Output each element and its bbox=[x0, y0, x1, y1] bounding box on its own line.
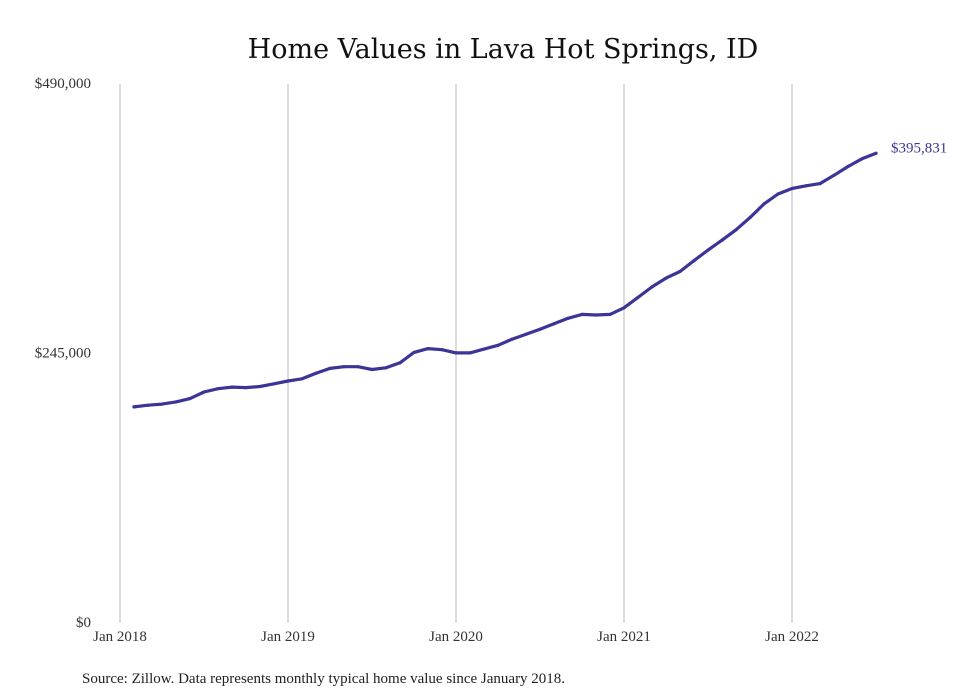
data-point-2020-12 bbox=[608, 312, 612, 316]
data-point-2019-04 bbox=[328, 366, 332, 370]
x-tick-label-0: Jan 2018 bbox=[93, 629, 147, 645]
data-point-2021-05 bbox=[678, 269, 682, 274]
data-point-2022-03 bbox=[818, 182, 822, 186]
data-point-2021-06 bbox=[692, 259, 696, 263]
x-tick-label-3: Jan 2021 bbox=[597, 629, 651, 645]
data-point-2020-02 bbox=[468, 351, 472, 355]
data-point-2021-04 bbox=[664, 276, 668, 280]
data-point-2019-01 bbox=[286, 379, 290, 383]
data-point-2021-01 bbox=[622, 306, 626, 310]
chart-title: Home Values in Lava Hot Springs, ID bbox=[248, 34, 759, 65]
data-point-2021-07 bbox=[706, 248, 710, 252]
data-point-2021-10 bbox=[748, 216, 752, 220]
data-point-2020-07 bbox=[538, 327, 542, 331]
data-point-2019-12 bbox=[440, 348, 444, 352]
data-point-2018-04 bbox=[160, 402, 164, 406]
y-tick-label-1: $245,000 bbox=[35, 346, 91, 362]
data-point-2022-06 bbox=[860, 157, 864, 161]
data-point-2018-05 bbox=[174, 400, 178, 404]
data-point-2021-08 bbox=[720, 238, 724, 242]
data-point-2020-08 bbox=[552, 322, 556, 326]
data-point-2021-12 bbox=[776, 192, 780, 196]
data-point-2022-07 bbox=[874, 151, 878, 155]
data-point-2021-11 bbox=[762, 202, 766, 206]
data-point-2022-01 bbox=[790, 186, 794, 191]
data-point-2019-10 bbox=[412, 350, 416, 354]
data-point-2018-08 bbox=[216, 387, 220, 391]
data-point-2018-12 bbox=[272, 382, 276, 386]
data-point-2019-07 bbox=[370, 367, 374, 372]
data-point-2021-09 bbox=[734, 228, 738, 232]
data-point-2021-03 bbox=[650, 285, 654, 289]
data-point-2022-02 bbox=[804, 184, 808, 188]
data-point-2018-09 bbox=[230, 385, 234, 389]
data-point-2019-05 bbox=[342, 365, 346, 369]
y-tick-label-2: $490,000 bbox=[35, 76, 91, 92]
y-axis-tick-labels: $0 $245,000 $490,000 bbox=[35, 76, 91, 631]
data-point-2020-01 bbox=[454, 351, 458, 355]
data-point-2019-08 bbox=[384, 366, 388, 370]
x-tick-label-2: Jan 2020 bbox=[429, 629, 483, 645]
data-point-2018-02 bbox=[132, 405, 136, 409]
x-tick-label-4: Jan 2022 bbox=[765, 629, 819, 645]
data-point-2020-03 bbox=[482, 347, 486, 351]
data-point-2020-10 bbox=[580, 312, 584, 316]
data-point-2020-11 bbox=[594, 313, 598, 317]
data-point-2018-03 bbox=[146, 403, 150, 407]
series-line bbox=[132, 151, 878, 409]
data-point-2021-02 bbox=[636, 295, 640, 299]
data-point-2018-06 bbox=[188, 397, 192, 401]
data-point-2020-05 bbox=[510, 337, 514, 341]
data-point-2019-06 bbox=[356, 365, 360, 369]
data-point-2019-03 bbox=[314, 371, 318, 375]
data-point-2018-10 bbox=[244, 386, 248, 390]
data-point-2020-06 bbox=[524, 332, 528, 336]
x-axis-tick-labels: Jan 2018 Jan 2019 Jan 2020 Jan 2021 Jan 2022 bbox=[93, 629, 819, 645]
source-note: Source: Zillow. Data represents monthly … bbox=[82, 671, 565, 687]
series-layer bbox=[132, 151, 878, 409]
data-point-2019-02 bbox=[300, 377, 304, 381]
data-point-2022-04 bbox=[832, 173, 836, 177]
data-point-2018-11 bbox=[258, 384, 262, 389]
end-value-label: $395,831 bbox=[891, 140, 947, 156]
y-tick-label-0: $0 bbox=[76, 615, 91, 631]
data-point-2022-05 bbox=[846, 164, 850, 169]
data-point-2019-09 bbox=[398, 361, 402, 365]
data-point-2020-04 bbox=[496, 343, 500, 347]
data-point-2019-11 bbox=[426, 347, 430, 351]
x-tick-label-1: Jan 2019 bbox=[261, 629, 315, 645]
data-point-2020-09 bbox=[566, 316, 570, 320]
data-point-2018-07 bbox=[202, 390, 206, 394]
